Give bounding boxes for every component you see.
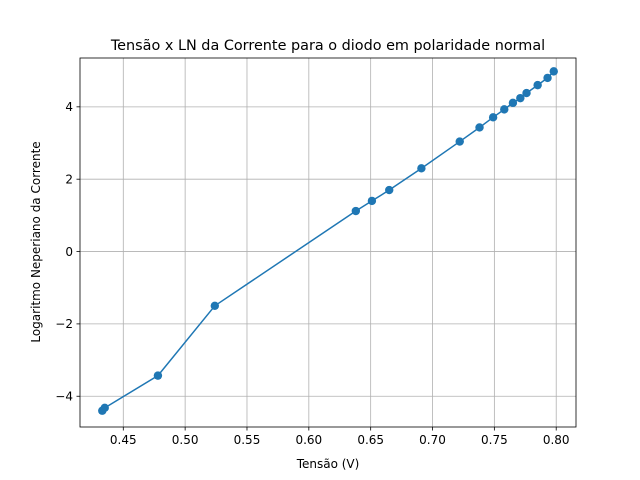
x-tick-label: 0.75 [481,433,508,447]
x-tick-label: 0.55 [234,433,261,447]
plot-frame [79,57,577,428]
data-point [455,137,464,146]
chart-title: Tensão x LN da Corrente para o diodo em … [110,38,545,54]
data-point [522,88,531,98]
data-point [153,371,163,380]
grid [80,58,576,427]
y-tick-label: 2 [65,172,73,186]
data-point [100,403,109,413]
data-point [367,196,377,206]
data-point [385,185,394,195]
data-point [417,164,426,173]
data-point [549,67,558,76]
x-tick-label: 0.70 [419,433,446,447]
y-tick-label: −2 [55,317,73,331]
x-tick-label: 0.60 [295,433,322,447]
data-point [533,80,542,90]
data-point [543,73,552,83]
y-tick-label: 0 [65,245,73,259]
data-point [488,113,498,122]
series-layer [98,67,558,415]
data-point [508,98,518,108]
x-tick-label: 0.50 [172,433,199,447]
y-axis: −4 −2 0 2 4 [55,100,80,404]
data-point [351,206,361,216]
y-tick-label: 4 [65,100,73,114]
y-tick-label: −4 [55,390,73,404]
data-point [500,105,509,114]
x-tick-label: 0.65 [357,433,384,447]
x-axis-label: Tensão (V) [296,457,360,471]
x-tick-label: 0.80 [543,433,570,447]
data-point [516,93,525,103]
data-point [475,123,484,132]
y-axis-label: Logaritmo Neperiano da Corrente [29,141,43,342]
data-point [210,301,220,311]
x-axis: 0.45 0.50 0.55 0.60 0.65 0.70 0.75 0.80 [110,427,570,447]
x-tick-label: 0.45 [110,433,137,447]
